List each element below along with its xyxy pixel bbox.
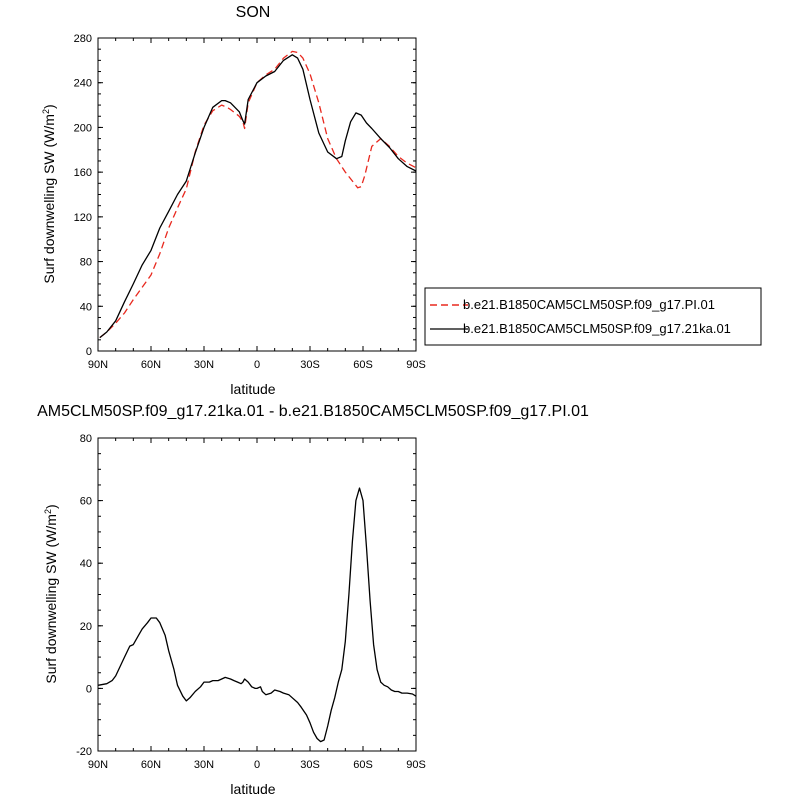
bottom-series-line-0 [97,487,417,743]
top-x-tick-label: 0 [254,359,260,371]
legend: b.e21.B1850CAM5CLM50SP.f09_g17.PI.01 b.e… [424,287,762,346]
bottom-x-tick-label: 60N [141,759,161,771]
top-x-axis-label: latitude [230,381,275,397]
bottom-y-tick-label: -20 [76,746,92,758]
bottom-x-tick-label: 60S [353,759,373,771]
bottom-y-tick-label: 60 [80,496,92,508]
legend-label-21ka: b.e21.B1850CAM5CLM50SP.f09_g17.21ka.01 [463,321,731,336]
top-y-label-sup: 2 [41,109,51,114]
bottom-series-group [97,487,417,743]
bottom-x-tick-label: 0 [254,759,260,771]
bottom-x-tick-label: 30S [300,759,320,771]
top-panel-title: SON [236,4,271,21]
top-y-tick-label: 40 [80,301,92,313]
bottom-y-tick-label: 80 [80,433,92,445]
top-y-tick-label: 200 [74,122,92,134]
top-series-line-1 [99,54,417,339]
top-x-tick-label: 30S [300,359,320,371]
top-panel: SON 90N 60N 30N 0 30S 60S 90S 0 40 80 120 160 200 240… [41,4,762,397]
top-y-tick-label: 80 [80,257,92,269]
bottom-y-tick-label: 0 [86,683,92,695]
bottom-x-axis-label: latitude [230,781,275,797]
top-plot-frame [97,37,417,352]
top-x-tick-label: 60S [353,359,373,371]
bottom-y-tick-label: 40 [80,558,92,570]
bottom-x-tick-label: 90S [406,759,426,771]
bottom-x-tick-label: 90N [88,759,108,771]
top-y-tick-label: 160 [74,167,92,179]
legend-label-pi: b.e21.B1850CAM5CLM50SP.f09_g17.PI.01 [463,297,715,312]
top-x-tick-label: 90N [88,359,108,371]
bottom-panel-title: AM5CLM50SP.f09_g17.21ka.01 - b.e21.B1850… [37,403,589,420]
bottom-y-label-sup: 2 [43,509,53,514]
bottom-axis-ticks: 90N 60N 30N 0 30S 60S 90S -20 0 20 40 60 80 [76,433,426,771]
bottom-y-label-main: Surf downwelling SW (W/m [43,514,59,684]
bottom-panel: AM5CLM50SP.f09_g17.21ka.01 - b.e21.B1850… [37,403,589,797]
top-y-tick-label: 240 [74,78,92,90]
top-x-tick-label: 60N [141,359,161,371]
legend-box [424,287,762,346]
top-x-tick-label: 90S [406,359,426,371]
top-y-tick-label: 0 [86,346,92,358]
top-y-label-main: Surf downwelling SW (W/m [41,114,57,284]
bottom-y-tick-label: 20 [80,621,92,633]
top-y-axis-label: Surf downwelling SW (W/m2) [41,104,57,283]
top-series-group [99,50,417,339]
top-y-label-tail: ) [41,104,57,109]
top-x-tick-label: 30N [194,359,214,371]
bottom-y-label-tail: ) [43,504,59,509]
top-y-tick-label: 280 [74,33,92,45]
top-axis-ticks: 90N 60N 30N 0 30S 60S 90S 0 40 80 120 160 200 240 280 [74,33,426,371]
top-series-line-0 [99,50,417,339]
top-y-tick-label: 120 [74,212,92,224]
bottom-y-axis-label: Surf downwelling SW (W/m2) [43,504,59,683]
bottom-x-tick-label: 30N [194,759,214,771]
bottom-plot-frame [97,437,417,752]
